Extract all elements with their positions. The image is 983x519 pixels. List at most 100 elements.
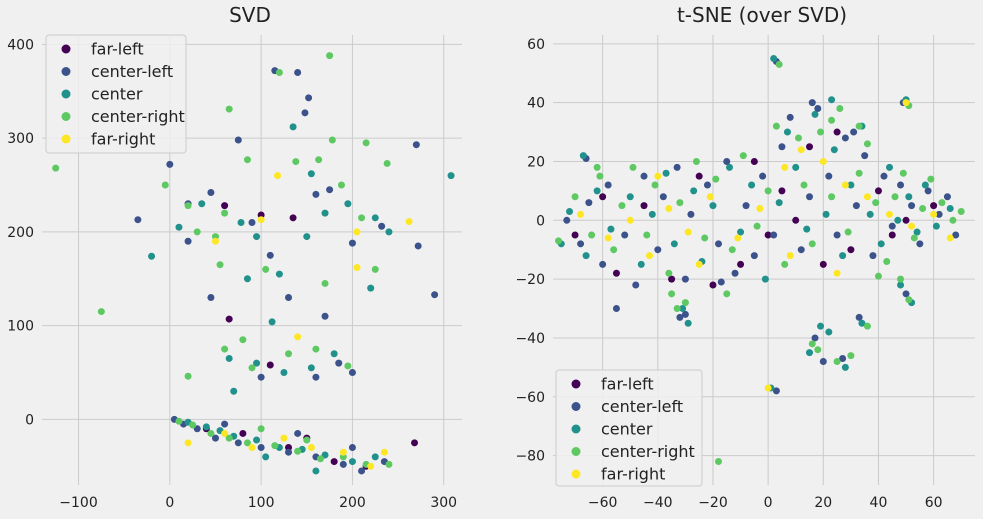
legend-label: far-right bbox=[91, 130, 155, 149]
data-point-center-right bbox=[938, 199, 946, 207]
y-tick-label: 200 bbox=[7, 225, 34, 241]
data-point-center bbox=[367, 284, 375, 292]
legend-marker-far-left bbox=[571, 379, 581, 389]
data-point-center-right bbox=[571, 193, 579, 201]
data-point-center-right bbox=[588, 231, 596, 239]
data-point-far-right bbox=[863, 193, 871, 201]
data-point-center-left bbox=[301, 109, 309, 117]
data-point-far-right bbox=[274, 172, 282, 180]
data-point-far-right bbox=[930, 210, 938, 218]
data-point-far-right bbox=[604, 234, 612, 242]
data-point-center-right bbox=[292, 158, 300, 166]
data-point-center bbox=[637, 260, 645, 268]
x-tick-label: −20 bbox=[698, 495, 728, 511]
data-point-center-left bbox=[312, 373, 320, 381]
data-point-far-right bbox=[695, 260, 703, 268]
data-point-center-left bbox=[943, 193, 951, 201]
data-point-center-right bbox=[328, 136, 336, 144]
data-point-center-left bbox=[294, 69, 302, 76]
data-point-center-left bbox=[294, 429, 302, 437]
data-point-center bbox=[726, 163, 734, 171]
data-point-center-right bbox=[294, 447, 302, 455]
legend-marker-center-left bbox=[571, 402, 581, 411]
data-point-center-right bbox=[371, 265, 379, 273]
data-point-center bbox=[579, 152, 587, 160]
data-point-center bbox=[626, 193, 634, 201]
data-point-center-right bbox=[52, 164, 60, 172]
data-point-center-right bbox=[593, 163, 601, 171]
legend-label: center-left bbox=[601, 397, 683, 416]
data-point-center-right bbox=[899, 169, 907, 177]
data-point-center-right bbox=[957, 207, 965, 215]
svd-panel: −100 0 100 200 300 0 100 200 300 400 SVD far-left… bbox=[7, 3, 462, 511]
data-point-center-right bbox=[303, 436, 311, 444]
data-point-center-left bbox=[312, 190, 320, 198]
data-point-center bbox=[709, 202, 717, 210]
data-point-center-right bbox=[872, 199, 880, 207]
data-point-center-left bbox=[723, 157, 731, 165]
data-point-center bbox=[330, 350, 338, 358]
data-point-center-left bbox=[850, 128, 858, 136]
data-point-far-right bbox=[257, 216, 265, 224]
data-point-center bbox=[175, 223, 183, 231]
legend-label: center-right bbox=[91, 107, 185, 126]
data-point-center-right bbox=[919, 205, 927, 213]
data-point-center-left bbox=[778, 143, 786, 151]
data-point-center-left bbox=[924, 187, 932, 195]
data-point-center bbox=[648, 210, 656, 218]
data-point-far-left bbox=[695, 172, 703, 180]
data-point-center-right bbox=[863, 140, 871, 148]
y-tick-label: 60 bbox=[527, 37, 545, 53]
data-point-center bbox=[253, 359, 261, 367]
y-tick-label: −80 bbox=[515, 449, 545, 465]
data-point-center-right bbox=[207, 429, 215, 437]
data-point-center-right bbox=[193, 228, 201, 236]
y-tick-label: 40 bbox=[527, 96, 545, 112]
data-point-center-right bbox=[817, 128, 825, 136]
data-point-center-left bbox=[166, 160, 174, 168]
data-point-center-right bbox=[910, 234, 918, 242]
data-point-center-right bbox=[243, 156, 251, 164]
data-point-center-left bbox=[654, 246, 662, 254]
data-point-center bbox=[348, 458, 356, 466]
data-point-center-left bbox=[207, 294, 215, 301]
legend-box bbox=[555, 369, 703, 487]
data-point-far-left bbox=[888, 231, 896, 239]
data-point-center-right bbox=[262, 265, 270, 273]
data-point-center-right bbox=[271, 442, 279, 450]
data-point-center-left bbox=[714, 240, 722, 248]
data-point-center-right bbox=[883, 257, 891, 265]
data-point-center bbox=[607, 225, 615, 233]
data-point-center-right bbox=[97, 308, 105, 316]
data-point-far-right bbox=[307, 444, 315, 451]
data-point-center-left bbox=[750, 252, 758, 260]
data-point-far-left bbox=[737, 260, 745, 268]
data-point-center bbox=[371, 453, 379, 461]
data-point-center-right bbox=[618, 202, 626, 210]
data-point-center-right bbox=[326, 52, 334, 60]
x-tick-label: 40 bbox=[870, 495, 888, 511]
data-point-center-right bbox=[794, 134, 802, 142]
data-point-center bbox=[792, 163, 800, 171]
data-point-center-left bbox=[257, 373, 265, 381]
data-point-center-right bbox=[358, 214, 366, 222]
data-point-center-left bbox=[786, 113, 794, 121]
data-point-center bbox=[385, 228, 393, 236]
legend-marker-far-right bbox=[571, 469, 581, 479]
data-point-center-left bbox=[703, 181, 711, 189]
data-point-far-left bbox=[599, 193, 607, 201]
svd-tick-labels: −100 0 100 200 300 0 100 200 300 400 bbox=[7, 37, 457, 511]
data-point-center-right bbox=[723, 290, 731, 298]
data-point-center bbox=[662, 169, 670, 177]
data-point-far-right bbox=[294, 333, 302, 341]
x-tick-label: 20 bbox=[814, 495, 832, 511]
data-point-center bbox=[230, 387, 238, 395]
data-point-center-left bbox=[348, 369, 356, 376]
data-point-center-left bbox=[902, 290, 910, 298]
data-point-center-left bbox=[348, 444, 356, 451]
data-point-center bbox=[198, 200, 206, 208]
data-point-far-right bbox=[833, 269, 841, 277]
data-point-center bbox=[806, 349, 814, 357]
data-point-center-right bbox=[712, 175, 720, 183]
x-tick-label: −60 bbox=[588, 495, 618, 511]
